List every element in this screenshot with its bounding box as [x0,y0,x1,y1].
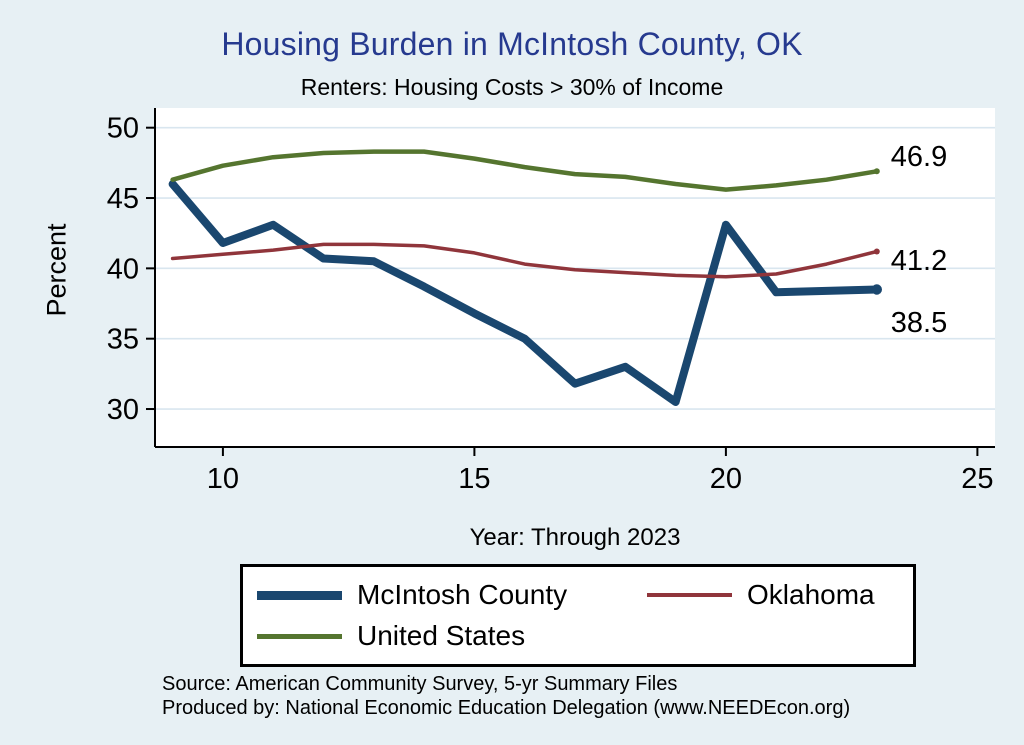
series-end-label-mcintosh-county: 38.5 [891,307,947,339]
series-end-marker-oklahoma [873,248,880,255]
legend-label-oklahoma: Oklahoma [747,579,875,610]
series-line-united-states [170,149,880,192]
series-line-oklahoma [170,242,879,279]
chart-subtitle: Renters: Housing Costs > 30% of Income [300,74,724,100]
legend-item-mcintosh-county: McIntosh County [257,579,647,611]
series-end-marker-mcintosh-county [871,284,882,295]
series-end-marker-united-states [873,168,880,175]
legend-item-united-states: United States [257,620,647,652]
x-tick-label-20: 20 [710,463,742,495]
y-tick-label-45: 45 [107,183,139,215]
y-tick-label-35: 35 [107,324,139,356]
y-tick-label-30: 30 [107,394,139,426]
x-tick-label-25: 25 [961,463,993,495]
produced-by-line: Produced by: National Economic Education… [162,697,851,719]
chart-title: Housing Burden in McIntosh County, OK [221,26,803,62]
y-axis-title: Percent [41,223,72,317]
x-tick-label-15: 15 [458,463,490,495]
legend-label-united-states: United States [357,620,526,651]
y-tick-label-40: 40 [107,253,139,285]
legend-swatch-oklahoma [647,593,732,597]
legend-box: McIntosh County Oklahoma United States [240,564,916,667]
x-tick-label-10: 10 [207,463,239,495]
source-line: Source: American Community Survey, 5-yr … [162,673,678,695]
legend-label-mcintosh-county: McIntosh County [357,579,568,610]
series-line-mcintosh-county [168,180,881,406]
series-end-label-oklahoma: 41.2 [891,245,947,277]
series-end-label-united-states: 46.9 [891,141,947,173]
legend-swatch-united-states [257,633,342,639]
y-tick-label-50: 50 [107,113,139,145]
x-axis-title: Year: Through 2023 [469,524,681,551]
legend-swatch-mcintosh-county [257,590,342,600]
legend-item-oklahoma: Oklahoma [647,579,913,611]
source-note: Source: American Community Survey, 5-yr … [162,672,1002,720]
plot-area [155,108,995,447]
